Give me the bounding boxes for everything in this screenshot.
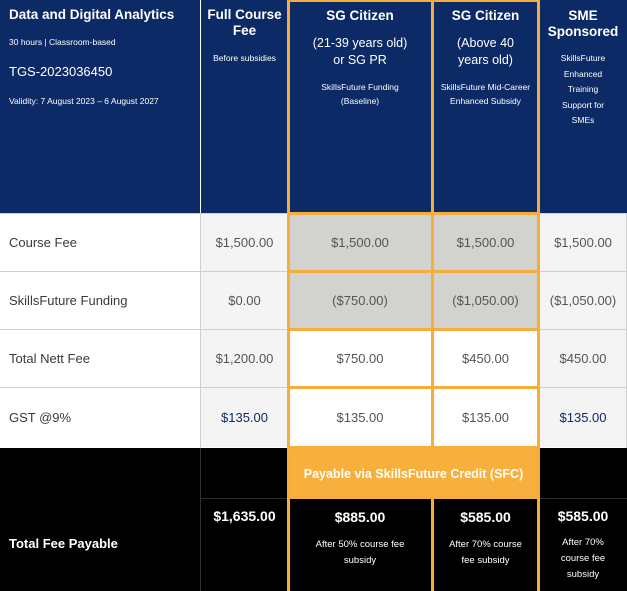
course-fee-sg21: $1,500.00: [288, 214, 432, 271]
highlight-row-border-4: [287, 386, 540, 389]
nett-fee-sme: $450.00: [539, 330, 627, 387]
nett-fee-full: $1,200.00: [201, 330, 288, 387]
total-sg21-note: After 50% course fee subsidy: [315, 539, 405, 566]
nett-fee-sg21: $750.00: [288, 330, 432, 387]
course-title: Data and Digital Analytics: [9, 7, 175, 22]
header-sme-title: SME Sponsored: [547, 8, 619, 39]
header-full-fee-title: Full Course Fee: [207, 7, 282, 38]
header-sme-sponsored: SME Sponsored SkillsFuture Enhanced Trai…: [539, 0, 627, 213]
header-course-cell: Data and Digital Analytics 30 hours | Cl…: [0, 0, 200, 213]
gst-sg21: $135.00: [288, 388, 432, 447]
total-divider-h2: [538, 498, 627, 499]
highlight-top-border: [287, 0, 540, 2]
highlight-row-border-6: [287, 497, 540, 499]
total-sg40-amount: $585.00: [460, 509, 511, 525]
total-sg40-note: After 70% course fee subsidy: [449, 539, 522, 566]
total-sme-note: After 70% course fee subsidy: [560, 537, 606, 580]
row-label-skillsfuture-funding: SkillsFuture Funding: [0, 272, 200, 329]
funding-sme: ($1,050.00): [539, 272, 627, 329]
header-divider: [200, 0, 201, 213]
total-divider-h: [200, 498, 288, 499]
funding-sg21: ($750.00): [288, 272, 432, 329]
highlight-left-border: [287, 0, 290, 591]
row-label-course-fee: Course Fee: [0, 214, 200, 271]
total-sg21-amount: $885.00: [334, 509, 386, 525]
header-full-fee: Full Course Fee Before subsidies: [201, 0, 288, 213]
row-label-gst: GST @9%: [0, 388, 200, 447]
highlight-mid-border-lower: [431, 498, 434, 591]
header-sg40-title: SG Citizen: [451, 8, 520, 23]
gst-full: $135.00: [201, 388, 288, 447]
header-sg40-sub: SkillsFuture Mid-Career Enhanced Subsidy: [440, 82, 531, 106]
highlight-row-border-3: [287, 328, 540, 331]
header-sg-citizen-21-39: SG Citizen (21-39 years old) or SG PR Sk…: [288, 0, 432, 213]
course-fee-sme: $1,500.00: [539, 214, 627, 271]
gst-sme: $135.00: [539, 388, 627, 447]
header-sg21-title: SG Citizen: [326, 8, 394, 23]
total-divider-1: [200, 448, 201, 591]
header-sg21-age: (21-39 years old) or SG PR: [312, 36, 408, 67]
header-sme-sub: SkillsFuture Enhanced Training Support f…: [560, 53, 606, 125]
sfc-banner: Payable via SkillsFuture Credit (SFC): [288, 449, 539, 498]
highlight-row-border-1: [287, 212, 540, 215]
course-validity: Validity: 7 August 2023 – 6 August 2027: [9, 96, 159, 106]
header-full-fee-sub: Before subsidies: [213, 53, 276, 63]
funding-sg40: ($1,050.00): [432, 272, 539, 329]
row-label-total-nett-fee: Total Nett Fee: [0, 330, 200, 387]
total-full-amount: $1,635.00: [213, 508, 276, 524]
nett-fee-sg40: $450.00: [432, 330, 539, 387]
header-sg40-age: (Above 40 years old): [457, 36, 514, 67]
header-sg21-sub: SkillsFuture Funding (Baseline): [321, 82, 399, 106]
total-sme-amount: $585.00: [557, 508, 609, 524]
course-fee-full: $1,500.00: [201, 214, 288, 271]
highlight-row-border-5: [287, 446, 540, 449]
header-sg-citizen-40: SG Citizen (Above 40 years old) SkillsFu…: [432, 0, 539, 213]
highlight-row-border-2: [287, 270, 540, 273]
course-meta: 30 hours | Classroom-based: [9, 37, 116, 47]
body-divider-1: [200, 213, 201, 448]
course-fee-sg40: $1,500.00: [432, 214, 539, 271]
funding-full: $0.00: [201, 272, 288, 329]
gst-sg40: $135.00: [432, 388, 539, 447]
course-code: TGS-2023036450: [9, 64, 113, 79]
highlight-mid-border: [431, 0, 434, 449]
total-fee-label: Total Fee Payable: [9, 536, 118, 551]
highlight-right-border: [537, 0, 540, 591]
